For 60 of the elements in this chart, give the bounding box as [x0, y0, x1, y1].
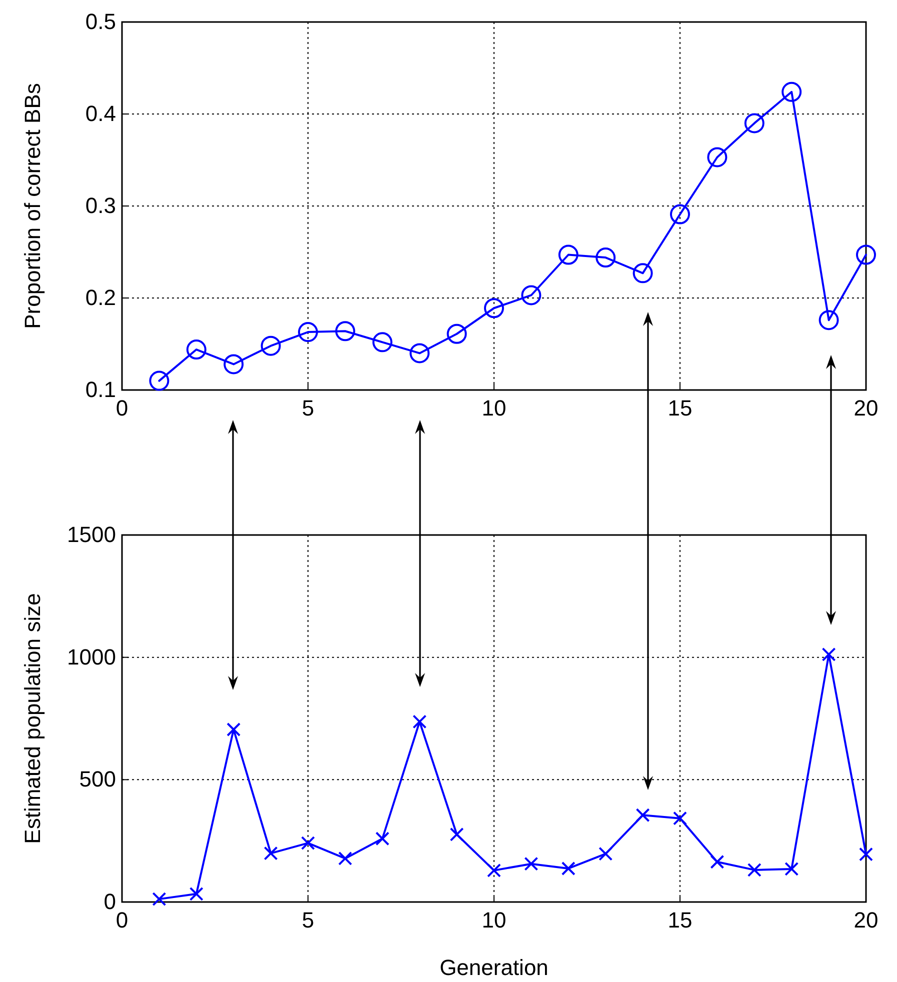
x-axis-title: Generation [440, 955, 548, 980]
point [149, 370, 170, 391]
y-tick-label: 0.3 [85, 193, 116, 218]
y-axis-title: Estimated population size [20, 593, 45, 844]
x-tick-label: 10 [482, 396, 506, 421]
point [375, 832, 390, 846]
point [226, 722, 241, 737]
point [822, 647, 836, 662]
point [632, 263, 653, 284]
x-tick-label: 20 [854, 908, 878, 933]
point [524, 856, 538, 871]
point [670, 204, 690, 224]
point [264, 846, 278, 860]
point [410, 343, 430, 364]
point [598, 846, 613, 861]
point [224, 354, 244, 374]
x-tick-label: 15 [668, 908, 692, 933]
point [747, 862, 762, 877]
point [707, 147, 728, 168]
point [412, 714, 427, 729]
y-tick-label: 0.2 [85, 285, 116, 310]
point [596, 248, 616, 268]
y-tick-label: 0.5 [85, 9, 116, 34]
point [487, 863, 501, 878]
point [446, 324, 467, 344]
y-tick-label: 500 [79, 766, 116, 792]
point [298, 322, 318, 342]
x-tick-label: 5 [302, 908, 314, 933]
point [484, 298, 504, 318]
x-tick-label: 20 [854, 396, 878, 421]
point [301, 836, 315, 850]
y-tick-label: 1500 [67, 522, 116, 548]
point [784, 862, 799, 876]
point [558, 244, 578, 265]
point [673, 811, 687, 826]
point [856, 244, 876, 265]
x-tick-label: 5 [302, 396, 314, 421]
point [372, 332, 392, 352]
y-axis-title: Proportion of correct BBs [20, 83, 45, 329]
point [859, 847, 873, 862]
y-tick-label: 0.4 [85, 101, 116, 126]
point [636, 808, 650, 822]
point [335, 321, 356, 342]
x-tick-label: 10 [482, 908, 506, 933]
x-tick-label: 15 [668, 396, 692, 421]
point [521, 285, 542, 306]
point [186, 340, 206, 360]
point [710, 854, 724, 869]
point [260, 336, 281, 356]
point [782, 82, 802, 102]
point [152, 892, 166, 906]
y-tick-label: 1000 [67, 644, 116, 670]
point [561, 861, 576, 876]
y-tick-label: 0.1 [85, 377, 116, 402]
point [744, 113, 764, 134]
point [450, 827, 464, 842]
point [818, 310, 839, 330]
point [338, 851, 352, 866]
y-tick-label: 0 [104, 889, 116, 914]
point [189, 886, 204, 901]
